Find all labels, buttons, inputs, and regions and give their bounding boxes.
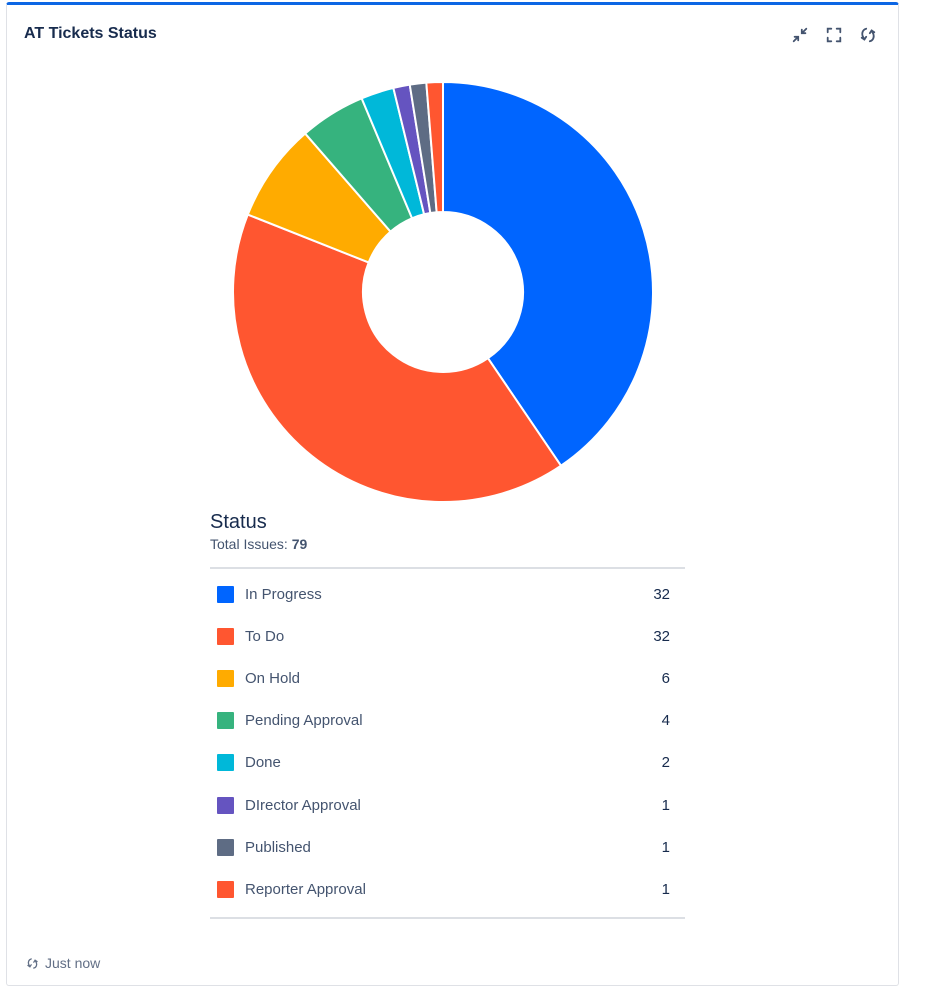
legend-swatch [217, 754, 234, 772]
legend-value: 1 [661, 838, 670, 856]
legend-row[interactable]: In Progress 32 [210, 573, 685, 615]
legend-label: In Progress [245, 585, 322, 603]
gadget-title: AT Tickets Status [24, 25, 157, 42]
legend-value: 1 [661, 796, 670, 814]
total-label: Total Issues: [210, 536, 288, 552]
last-updated-text: Just now [45, 955, 101, 971]
last-updated: Just now [26, 955, 100, 971]
fullscreen-icon [826, 27, 842, 43]
legend-label: Published [245, 838, 311, 856]
chart-legend: Status Total Issues: 79 In Progress 32 To … [210, 510, 685, 919]
legend-row[interactable]: Done 2 [210, 742, 685, 784]
refresh-button[interactable] [858, 25, 878, 45]
legend-swatch [217, 880, 234, 898]
legend-title: Status [210, 511, 267, 533]
legend-row[interactable]: Published 1 [210, 826, 685, 868]
pie-slice-reporter-approval[interactable] [425, 80, 444, 214]
legend-label: Pending Approval [245, 712, 363, 730]
gadget-actions [790, 25, 878, 45]
pie-slice-to-do[interactable] [232, 213, 563, 503]
legend-swatch [217, 712, 234, 730]
legend-label: To Do [245, 627, 285, 645]
legend-label: Done [245, 754, 281, 772]
donut-chart [232, 80, 654, 503]
fullscreen-button[interactable] [824, 25, 844, 45]
legend-swatch [217, 669, 234, 687]
legend-swatch [217, 585, 234, 603]
refresh-small-icon [27, 957, 38, 969]
legend-value: 32 [653, 627, 670, 645]
total-value: 79 [291, 536, 308, 552]
legend-row[interactable]: On Hold 6 [210, 657, 685, 699]
minimize-icon [792, 27, 808, 43]
legend-row[interactable]: To Do 32 [210, 615, 685, 657]
legend-label: Reporter Approval [245, 880, 366, 898]
legend-swatch [217, 796, 234, 814]
legend-label: DIrector Approval [245, 796, 361, 814]
legend-value: 4 [661, 712, 670, 730]
legend-value: 32 [653, 585, 670, 603]
legend-swatch [217, 838, 234, 856]
refresh-icon [860, 27, 876, 43]
legend-table: In Progress 32 To Do 32 On Hold 6 Pending Appr… [210, 567, 685, 919]
pie-slice-in-progress[interactable] [442, 80, 654, 468]
legend-value: 2 [661, 754, 670, 772]
legend-row[interactable]: DIrector Approval 1 [210, 784, 685, 826]
legend-row[interactable]: Pending Approval 4 [210, 700, 685, 742]
legend-value: 6 [661, 669, 670, 687]
legend-label: On Hold [245, 669, 301, 687]
legend-total: Total Issues: 79 [210, 536, 685, 552]
legend-value: 1 [661, 880, 670, 898]
legend-row[interactable]: Reporter Approval 1 [210, 868, 685, 910]
minimize-button[interactable] [790, 25, 810, 45]
legend-swatch [217, 627, 234, 645]
